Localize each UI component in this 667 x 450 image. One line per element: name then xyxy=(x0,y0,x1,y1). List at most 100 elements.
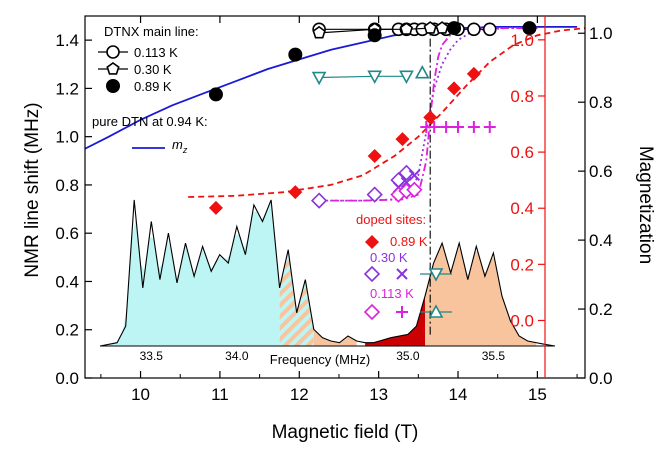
y-right-tick-label: 0.6 xyxy=(589,162,613,181)
plus-marker xyxy=(452,121,465,134)
x-tick-label: 12 xyxy=(290,385,309,404)
open-diamond-marker xyxy=(366,186,383,203)
open-pentagon-marker xyxy=(435,21,449,34)
legend-main-label: 0.89 K xyxy=(134,79,172,94)
spectrum-region-cyan xyxy=(100,201,280,346)
legend-doped-label: 0.113 K xyxy=(370,286,414,301)
inset-tick-label: 35.5 xyxy=(482,349,506,363)
open-diamond-marker xyxy=(310,192,328,209)
data-points xyxy=(208,21,537,215)
y-left-tick-label: 1.4 xyxy=(55,31,79,50)
legend-pure: pure DTN at 0.94 K: mz xyxy=(92,114,208,155)
y-left-tick-label: 1.2 xyxy=(55,79,79,98)
x-tick-label: 11 xyxy=(211,385,229,404)
y-left-tick-label: 0.0 xyxy=(55,369,79,388)
x-tick-label: 15 xyxy=(528,385,547,404)
filled-diamond-marker xyxy=(367,148,382,163)
y-left-tick-label: 0.2 xyxy=(55,321,79,340)
filled-diamond-marker xyxy=(423,110,438,125)
spectrum-region-orange-left xyxy=(313,329,357,346)
legend-doped: doped sites: 0.89 K0.30 K 0.113 K xyxy=(356,212,452,321)
down-triangle-marker xyxy=(311,71,327,86)
curve xyxy=(188,27,585,198)
y-right-tick-label: 0.2 xyxy=(589,300,613,319)
y-red-tick-label: 0.0 xyxy=(510,311,534,330)
down-triangle-marker xyxy=(399,70,414,85)
y-red-tick-label: 0.2 xyxy=(510,255,534,274)
series-connector xyxy=(319,75,407,79)
y-red-tick-label: 0.8 xyxy=(510,87,534,106)
y-left-tick-label: 1.0 xyxy=(55,128,79,147)
x-tick-label: 10 xyxy=(131,385,150,404)
legend-main: DTNX main line: 0.113 K 0.30 K 0.89 K xyxy=(98,24,199,94)
y-left-axis-label: NMR line shift (MHz) xyxy=(22,102,43,277)
y-right-axis-label: Magnetization xyxy=(635,146,656,264)
plus-marker xyxy=(467,121,480,134)
down-triangle-marker xyxy=(367,70,383,85)
y-red-tick-label: 0.6 xyxy=(510,143,534,162)
legend-main-title: DTNX main line: xyxy=(104,24,199,39)
plus-marker xyxy=(483,121,496,134)
legend-pure-entry: mz xyxy=(172,137,188,155)
filled-circle-marker xyxy=(447,21,462,36)
open-pentagon-marker xyxy=(423,21,437,34)
open-circle-marker xyxy=(482,22,497,37)
y-right-tick-label: 0.8 xyxy=(589,93,613,112)
up-triangle-marker xyxy=(414,65,430,79)
legend-pure-title: pure DTN at 0.94 K: xyxy=(92,114,208,129)
plus-marker xyxy=(440,121,453,134)
down-triangle-marker xyxy=(428,268,444,282)
legend-doped-label: 0.30 K xyxy=(370,250,408,265)
inset-tick-label: 33.5 xyxy=(140,349,164,363)
inset-tick-label: 34.0 xyxy=(225,349,249,363)
spectrum-region-orange-right xyxy=(425,244,537,346)
inset-x-axis-label: Frequency (MHz) xyxy=(270,352,370,367)
plot-frame xyxy=(84,15,586,379)
y-right-tick-label: 0.4 xyxy=(589,231,613,250)
spectrum-region-hatched xyxy=(279,249,314,346)
plus-marker xyxy=(396,306,408,318)
filled-circle-marker xyxy=(522,21,537,36)
y-right-tick-label: 1.0 xyxy=(589,24,613,43)
legend-doped-title: doped sites: xyxy=(356,212,426,227)
cross-marker xyxy=(408,169,421,181)
y-right-tick-label: 0.0 xyxy=(589,369,613,388)
open-pentagon-marker xyxy=(312,25,326,39)
legend-main-label: 0.30 K xyxy=(134,62,172,77)
y-red-tick-label: 0.4 xyxy=(510,199,534,218)
axes: 10 11 12 13 14 15 0.0 0.2 0.4 0.6 0.8 1.0 1.2 1.4 0.0 0… xyxy=(55,16,613,404)
y-red-tick-label: 1.0 xyxy=(510,31,534,50)
open-diamond-marker xyxy=(398,164,415,181)
inset-tick-label: 35.0 xyxy=(396,349,420,363)
y-left-tick-label: 0.4 xyxy=(55,272,79,291)
inset-spectrum: 33.5 34.0 35.0 35.5 xyxy=(99,199,556,363)
open-pentagon-marker xyxy=(106,62,120,75)
x-tick-label: 13 xyxy=(369,385,388,404)
filled-diamond-marker xyxy=(466,66,481,81)
legend-doped-label: 0.89 K xyxy=(390,234,428,249)
spectrum-outline xyxy=(99,199,556,347)
open-circle-marker xyxy=(467,22,481,37)
filled-diamond-marker xyxy=(208,200,223,215)
filled-circle-marker xyxy=(208,87,223,102)
filled-diamond-marker xyxy=(447,81,462,96)
open-diamond-marker xyxy=(363,265,381,283)
filled-circle-marker xyxy=(367,28,382,43)
x-axis-label: Magnetic field (T) xyxy=(272,422,419,443)
open-pentagon-marker xyxy=(399,22,414,35)
cross-marker xyxy=(396,268,408,280)
y-left-tick-label: 0.6 xyxy=(55,224,79,243)
up-triangle-marker xyxy=(428,304,444,318)
y-left-tick-label: 0.8 xyxy=(55,176,79,195)
filled-diamond-marker xyxy=(365,235,379,249)
open-diamond-marker xyxy=(363,303,381,321)
open-circle-marker xyxy=(106,45,120,59)
filled-circle-marker xyxy=(288,47,303,62)
x-tick-label: 14 xyxy=(449,385,468,404)
filled-circle-marker xyxy=(106,79,120,93)
legend-main-label: 0.113 K xyxy=(134,45,178,60)
plus-marker xyxy=(428,121,441,134)
filled-diamond-marker xyxy=(395,132,410,147)
